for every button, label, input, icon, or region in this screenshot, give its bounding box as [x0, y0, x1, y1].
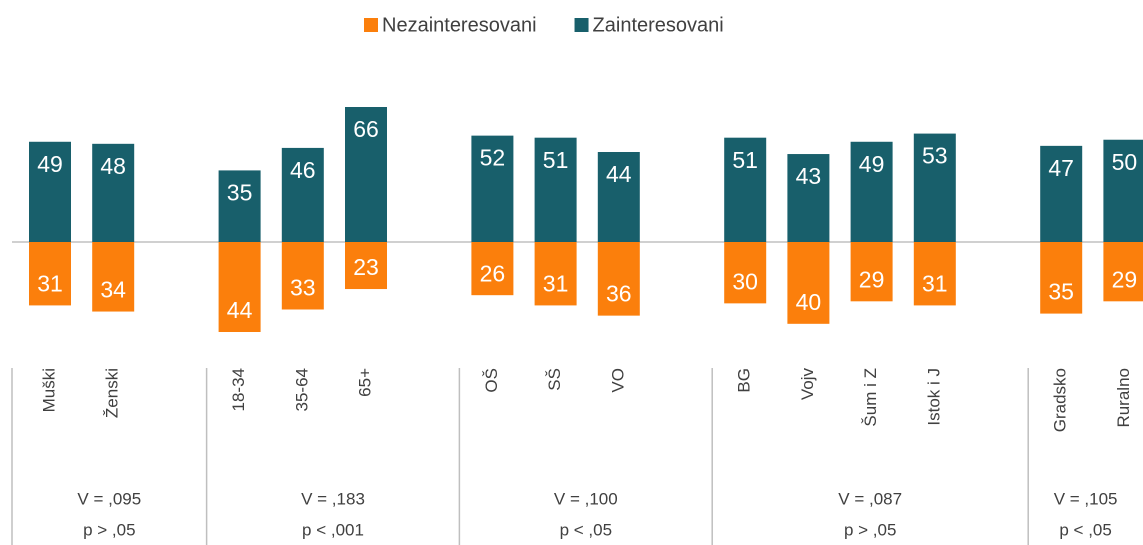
data-label: 29: [1112, 266, 1138, 292]
bar: [534, 242, 577, 306]
bar: [724, 242, 767, 304]
group-annotation: p > ,05: [83, 520, 135, 539]
group-annotation: V = ,105: [1054, 489, 1118, 508]
x-tick-label: Vojv: [798, 368, 817, 401]
bar: [850, 242, 893, 302]
bar: [913, 242, 956, 306]
x-tick-label: Muški: [39, 368, 58, 412]
x-tick-label: OŠ: [482, 368, 501, 393]
group-annotation: p < ,05: [1059, 520, 1111, 539]
data-label: 52: [480, 145, 506, 171]
bar: [218, 170, 261, 242]
bar: [850, 141, 893, 242]
data-label: 34: [100, 277, 126, 303]
data-label: 40: [796, 289, 822, 315]
data-label: 66: [353, 116, 379, 142]
data-label: 35: [227, 179, 253, 205]
bar: [787, 242, 830, 324]
x-tick-label: BG: [735, 368, 754, 393]
x-tick-label: Ruralno: [1114, 368, 1133, 428]
data-label: 43: [796, 163, 822, 189]
data-label: 48: [100, 153, 126, 179]
x-tick-label: VO: [608, 368, 627, 393]
bar: [345, 107, 387, 242]
x-tick-label: Istok i J: [924, 368, 943, 426]
data-label: 36: [606, 281, 632, 307]
x-tick-label: 18-34: [229, 368, 248, 411]
group-annotation: V = ,100: [554, 489, 618, 508]
bar: [92, 143, 135, 242]
data-label: 44: [606, 161, 632, 187]
data-label: 51: [543, 147, 569, 173]
data-label: 30: [732, 268, 758, 294]
data-label: 29: [859, 266, 885, 292]
data-label: 26: [480, 260, 506, 286]
legend-swatch: [574, 18, 589, 32]
group-annotation: p < ,001: [302, 520, 364, 539]
bar: [913, 133, 956, 242]
legend-swatch: [364, 18, 378, 32]
x-tick-label: Gradsko: [1051, 368, 1070, 432]
bar: [29, 141, 71, 242]
bar: [1103, 242, 1143, 302]
bar: [1040, 242, 1083, 314]
bar: [281, 242, 324, 310]
x-tick-label: 35-64: [292, 368, 311, 411]
bar: [471, 242, 514, 296]
legend-label: Nezainteresovani: [382, 14, 537, 36]
bar: [1040, 145, 1083, 242]
group-annotation: p > ,05: [844, 520, 896, 539]
data-label: 35: [1048, 279, 1074, 305]
bar: [534, 137, 577, 242]
x-tick-label: 65+: [355, 368, 374, 397]
data-label: 51: [732, 147, 758, 173]
bar: [92, 242, 135, 312]
x-tick-label: SŠ: [545, 368, 564, 391]
bar: [345, 242, 387, 290]
data-label: 31: [922, 270, 948, 296]
bar: [471, 135, 514, 242]
group-annotation: V = ,095: [77, 489, 141, 508]
data-label: 31: [37, 270, 63, 296]
bar: [281, 147, 324, 242]
data-label: 50: [1112, 149, 1138, 175]
bar: [218, 242, 261, 332]
data-label: 49: [37, 151, 63, 177]
bar: [597, 242, 640, 316]
bar: [597, 152, 640, 242]
data-label: 33: [290, 275, 316, 301]
group-annotation: V = ,087: [838, 489, 902, 508]
data-label: 47: [1048, 155, 1074, 181]
data-label: 53: [922, 143, 948, 169]
x-tick-label: Ženski: [103, 368, 122, 418]
data-label: 46: [290, 157, 316, 183]
bar: [29, 242, 71, 306]
bar: [787, 154, 830, 242]
data-label: 44: [227, 297, 253, 323]
bar: [1103, 139, 1143, 242]
group-annotation: p < ,05: [560, 520, 612, 539]
x-tick-label: Šum i Z: [861, 368, 880, 427]
bar: [724, 137, 767, 242]
group-annotation: V = ,183: [301, 489, 365, 508]
legend-label: Zainteresovani: [593, 14, 724, 36]
data-label: 49: [859, 151, 885, 177]
data-label: 31: [543, 270, 569, 296]
data-label: 23: [353, 254, 379, 280]
